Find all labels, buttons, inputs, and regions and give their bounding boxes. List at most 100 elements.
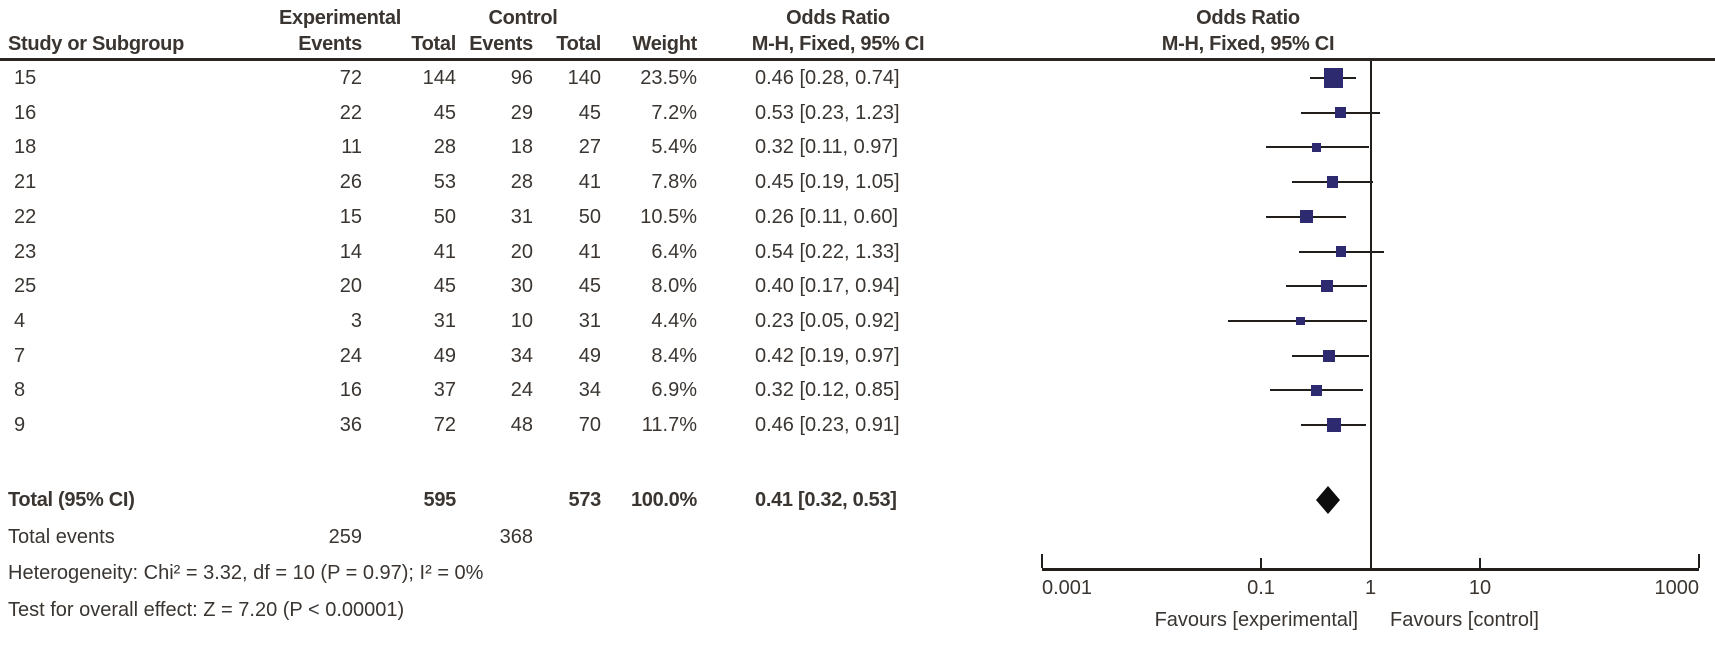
cell-value: 53 [433,171,456,194]
cell-value: 5.4% [651,136,697,159]
cell-value: 10.5% [640,205,697,228]
header-group-experimental: Experimental [278,7,402,29]
axis-tick-label: 10 [1468,577,1492,599]
center-line [1369,61,1372,571]
cell-value: 41 [578,240,601,263]
cell-value: 7.2% [651,101,697,124]
study-label: 23 [14,240,37,263]
axis-tick [1698,554,1700,568]
cell-value: 6.9% [651,379,697,402]
effect-square [1299,210,1314,224]
cell-value: 41 [578,171,601,194]
header-exp-events: Events [298,33,362,55]
header-method-text-col: M-H, Fixed, 95% CI [751,33,925,55]
or-ci-value: 0.23 [0.05, 0.92] [755,309,900,332]
study-label: 9 [14,414,26,436]
heterogeneity-stat: Heterogeneity: Chi² = 3.32, df = 10 (P =… [8,562,484,584]
header-odds-ratio-text-col: Odds Ratio [786,7,890,29]
effect-square [1296,316,1305,326]
cell-value: 22 [339,101,362,124]
study-label: 22 [14,205,37,228]
total-weight: 100.0% [630,489,697,511]
or-ci-value: 0.32 [0.12, 0.85] [755,379,900,402]
cell-value: 49 [433,344,456,367]
or-ci-value: 0.53 [0.23, 1.23] [755,101,900,124]
cell-value: 48 [510,414,533,436]
cell-value: 37 [433,379,456,402]
or-ci-value: 0.32 [0.11, 0.97] [755,136,899,159]
or-ci-value: 0.54 [0.22, 1.33] [755,240,900,263]
cell-value: 4.4% [651,309,697,332]
cell-value: 18 [510,136,533,159]
cell-value: 26 [339,171,362,194]
cell-value: 30 [510,275,533,298]
study-label: 7 [14,344,26,367]
cell-value: 72 [433,414,456,436]
header-underline [0,58,1715,61]
effect-square [1326,176,1339,188]
cell-value: 24 [510,379,533,402]
overall-effect-stat: Test for overall effect: Z = 7.20 (P < 0… [8,599,405,621]
cell-value: 36 [339,414,362,436]
cell-value: 31 [433,309,456,332]
favours-right-label: Favours [control] [1390,609,1539,631]
effect-square [1310,384,1322,396]
header-ctrl-events: Events [469,33,533,55]
cell-value: 11 [341,136,362,159]
cell-value: 10 [510,309,533,332]
cell-value: 11.7% [641,414,697,436]
cell-value: 3 [350,309,362,332]
cell-value: 28 [510,171,533,194]
cell-value: 34 [510,344,533,367]
or-ci-value: 0.26 [0.11, 0.60] [755,205,899,228]
or-ci-value: 0.42 [0.19, 0.97] [755,344,900,367]
effect-square [1334,107,1346,119]
axis-tick-label: 1000 [1654,577,1700,599]
cell-value: 72 [339,67,362,89]
cell-value: 45 [433,101,456,124]
cell-value: 45 [433,275,456,298]
cell-value: 49 [578,344,601,367]
total-events-label: Total events [8,526,115,548]
total-or-ci: 0.41 [0.32, 0.53] [755,489,897,511]
axis-tick-label: 0.001 [1042,577,1093,599]
study-label: 16 [14,101,37,124]
x-axis-line [1042,568,1699,571]
cell-value: 29 [510,101,533,124]
cell-value: 14 [339,240,362,263]
study-label: 4 [14,309,26,332]
total-ctrl-total: 573 [568,489,602,511]
effect-square [1323,349,1336,362]
cell-value: 7.8% [651,171,697,194]
cell-value: 45 [578,101,601,124]
total-events-ctrl: 368 [499,526,533,548]
or-ci-value: 0.46 [0.28, 0.74] [755,67,900,89]
or-ci-value: 0.46 [0.23, 0.91] [755,414,900,436]
total-exp-total: 595 [423,489,457,511]
cell-value: 24 [339,344,362,367]
axis-tick [1369,558,1372,568]
cell-value: 144 [422,67,456,89]
total-events-exp: 259 [328,526,362,548]
study-label: 21 [14,171,37,194]
cell-value: 8.4% [651,344,697,367]
cell-value: 16 [339,379,362,402]
cell-value: 140 [567,67,601,89]
cell-value: 31 [510,205,533,228]
cell-value: 34 [578,379,601,402]
header-odds-ratio-plot-col: Odds Ratio [1196,7,1300,29]
axis-tick [1479,558,1481,568]
cell-value: 8.0% [651,275,697,298]
or-ci-value: 0.40 [0.17, 0.94] [755,275,900,298]
or-ci-value: 0.45 [0.19, 1.05] [755,171,900,194]
cell-value: 20 [510,240,533,263]
effect-square [1321,280,1333,292]
header-exp-total: Total [411,33,456,55]
axis-tick [1041,554,1043,568]
effect-square [1326,418,1341,432]
pooled-diamond [1316,486,1341,514]
effect-square [1336,246,1347,257]
cell-value: 27 [578,136,601,159]
study-label: 8 [14,379,26,402]
